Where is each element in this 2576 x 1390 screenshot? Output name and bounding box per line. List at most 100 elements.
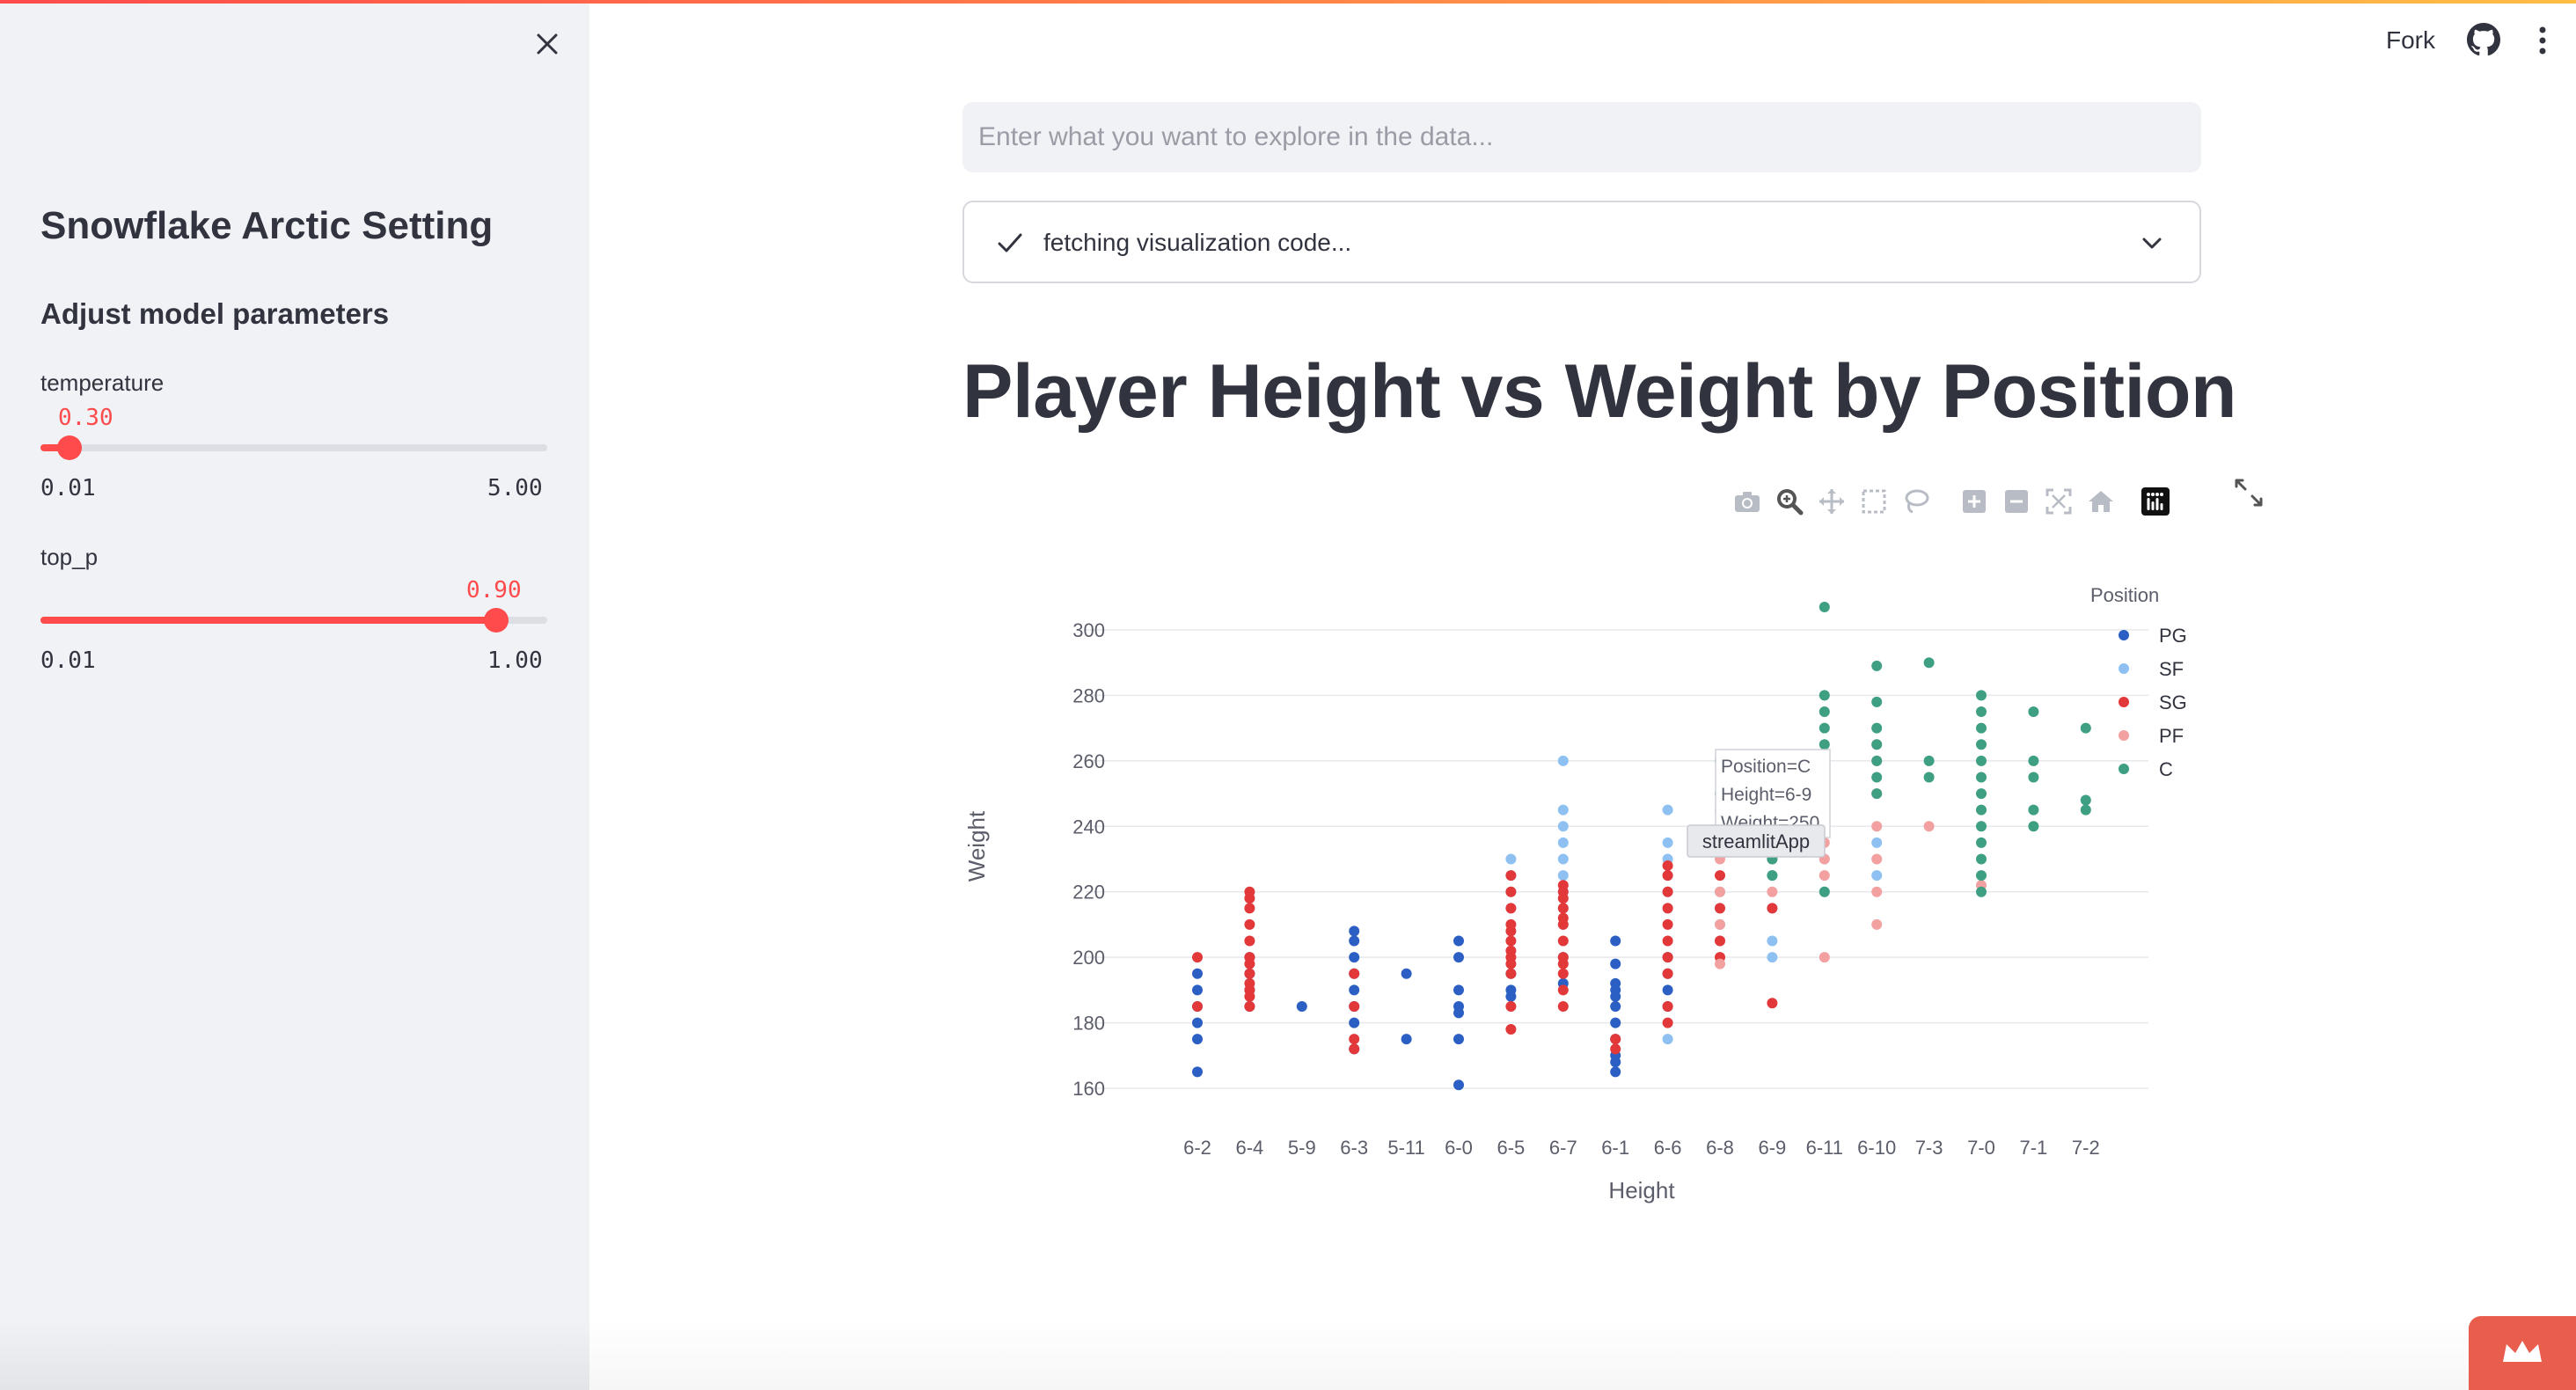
data-point[interactable] (1976, 722, 1987, 734)
data-point[interactable] (1505, 945, 1517, 956)
data-point[interactable] (1662, 935, 1673, 947)
data-point[interactable] (1662, 860, 1673, 871)
data-point[interactable] (1192, 1000, 1203, 1012)
pan-button[interactable] (1811, 482, 1853, 521)
data-point[interactable] (1505, 853, 1517, 865)
data-point[interactable] (1923, 821, 1935, 832)
data-point[interactable] (1244, 1000, 1255, 1012)
data-point[interactable] (1871, 660, 1883, 671)
data-point[interactable] (1819, 886, 1830, 897)
top-p-slider[interactable] (40, 608, 547, 633)
data-point[interactable] (1923, 657, 1935, 669)
plotly-logo-button[interactable] (2134, 482, 2177, 521)
data-point[interactable] (1349, 1017, 1360, 1028)
data-point[interactable] (2028, 706, 2039, 718)
legend-item-SF[interactable]: SF (2119, 658, 2184, 680)
data-point[interactable] (1819, 739, 1830, 750)
data-point[interactable] (1349, 984, 1360, 996)
data-point[interactable] (1505, 903, 1517, 914)
data-point[interactable] (1296, 1000, 1307, 1012)
data-point[interactable] (1871, 788, 1883, 800)
data-point[interactable] (1610, 1034, 1621, 1045)
data-point[interactable] (1557, 935, 1569, 947)
data-point[interactable] (1976, 886, 1987, 897)
github-icon[interactable] (2467, 23, 2500, 56)
data-point[interactable] (1715, 958, 1725, 969)
data-point[interactable] (2080, 722, 2091, 734)
data-point[interactable] (1662, 837, 1673, 848)
data-point[interactable] (1715, 870, 1725, 882)
data-point[interactable] (1871, 918, 1883, 930)
data-point[interactable] (1871, 870, 1883, 882)
data-point[interactable] (1662, 968, 1673, 979)
data-point[interactable] (1767, 952, 1778, 963)
data-point[interactable] (1715, 886, 1725, 897)
data-point[interactable] (1557, 952, 1569, 963)
legend-item-PG[interactable]: PG (2119, 625, 2187, 647)
data-point[interactable] (1819, 952, 1830, 963)
data-point[interactable] (1505, 918, 1517, 930)
download-png-button[interactable] (1726, 482, 1768, 521)
zoom-in-button[interactable] (1953, 482, 1995, 521)
box-select-button[interactable] (1853, 482, 1895, 521)
data-point[interactable] (1871, 722, 1883, 734)
data-point[interactable] (1610, 1017, 1621, 1028)
reset-axes-button[interactable] (2080, 482, 2122, 521)
data-point[interactable] (1557, 821, 1569, 832)
data-point[interactable] (1662, 903, 1673, 914)
data-point[interactable] (1976, 821, 1987, 832)
data-point[interactable] (1976, 739, 1987, 750)
data-point[interactable] (1505, 886, 1517, 897)
legend-item-C[interactable]: C (2119, 758, 2173, 780)
data-point[interactable] (1349, 935, 1360, 947)
data-point[interactable] (1401, 1034, 1412, 1045)
data-point[interactable] (1976, 706, 1987, 718)
temperature-slider[interactable] (40, 435, 547, 460)
data-point[interactable] (1662, 918, 1673, 930)
zoom-button[interactable] (1768, 482, 1811, 521)
data-point[interactable] (1819, 601, 1830, 612)
fork-link[interactable]: Fork (2386, 26, 2435, 54)
close-sidebar-button[interactable] (528, 25, 567, 63)
data-point[interactable] (1976, 853, 1987, 865)
data-point[interactable] (1976, 837, 1987, 848)
temperature-slider-thumb[interactable] (57, 435, 83, 460)
data-point[interactable] (1557, 984, 1569, 996)
data-point[interactable] (1349, 1043, 1360, 1055)
data-point[interactable] (1662, 1000, 1673, 1012)
data-point[interactable] (1192, 952, 1203, 963)
data-point[interactable] (1767, 886, 1778, 897)
data-point[interactable] (1767, 903, 1778, 914)
data-point[interactable] (1192, 1017, 1203, 1028)
data-point[interactable] (1819, 706, 1830, 718)
data-point[interactable] (2028, 772, 2039, 783)
legend-item-PF[interactable]: PF (2119, 725, 2184, 747)
data-point[interactable] (1610, 935, 1621, 947)
data-point[interactable] (1244, 977, 1255, 989)
data-point[interactable] (1557, 903, 1569, 914)
autoscale-button[interactable] (2038, 482, 2080, 521)
data-point[interactable] (1767, 935, 1778, 947)
data-point[interactable] (1767, 998, 1778, 1009)
data-point[interactable] (1662, 1034, 1673, 1045)
data-point[interactable] (2080, 804, 2091, 816)
data-point[interactable] (1610, 977, 1621, 989)
data-point[interactable] (1662, 870, 1673, 882)
data-point[interactable] (1871, 739, 1883, 750)
data-point[interactable] (1557, 837, 1569, 848)
data-point[interactable] (1557, 968, 1569, 979)
data-point[interactable] (1505, 1024, 1517, 1035)
data-point[interactable] (2028, 821, 2039, 832)
data-point[interactable] (1819, 690, 1830, 701)
data-point[interactable] (1871, 772, 1883, 783)
data-point[interactable] (1662, 1017, 1673, 1028)
data-point[interactable] (2028, 804, 2039, 816)
data-point[interactable] (1453, 952, 1464, 963)
data-point[interactable] (1871, 696, 1883, 707)
data-point[interactable] (1244, 918, 1255, 930)
data-point[interactable] (1244, 886, 1255, 897)
more-menu-icon[interactable] (2534, 25, 2551, 56)
data-point[interactable] (1662, 952, 1673, 963)
data-point[interactable] (1244, 952, 1255, 963)
data-point[interactable] (1557, 1000, 1569, 1012)
